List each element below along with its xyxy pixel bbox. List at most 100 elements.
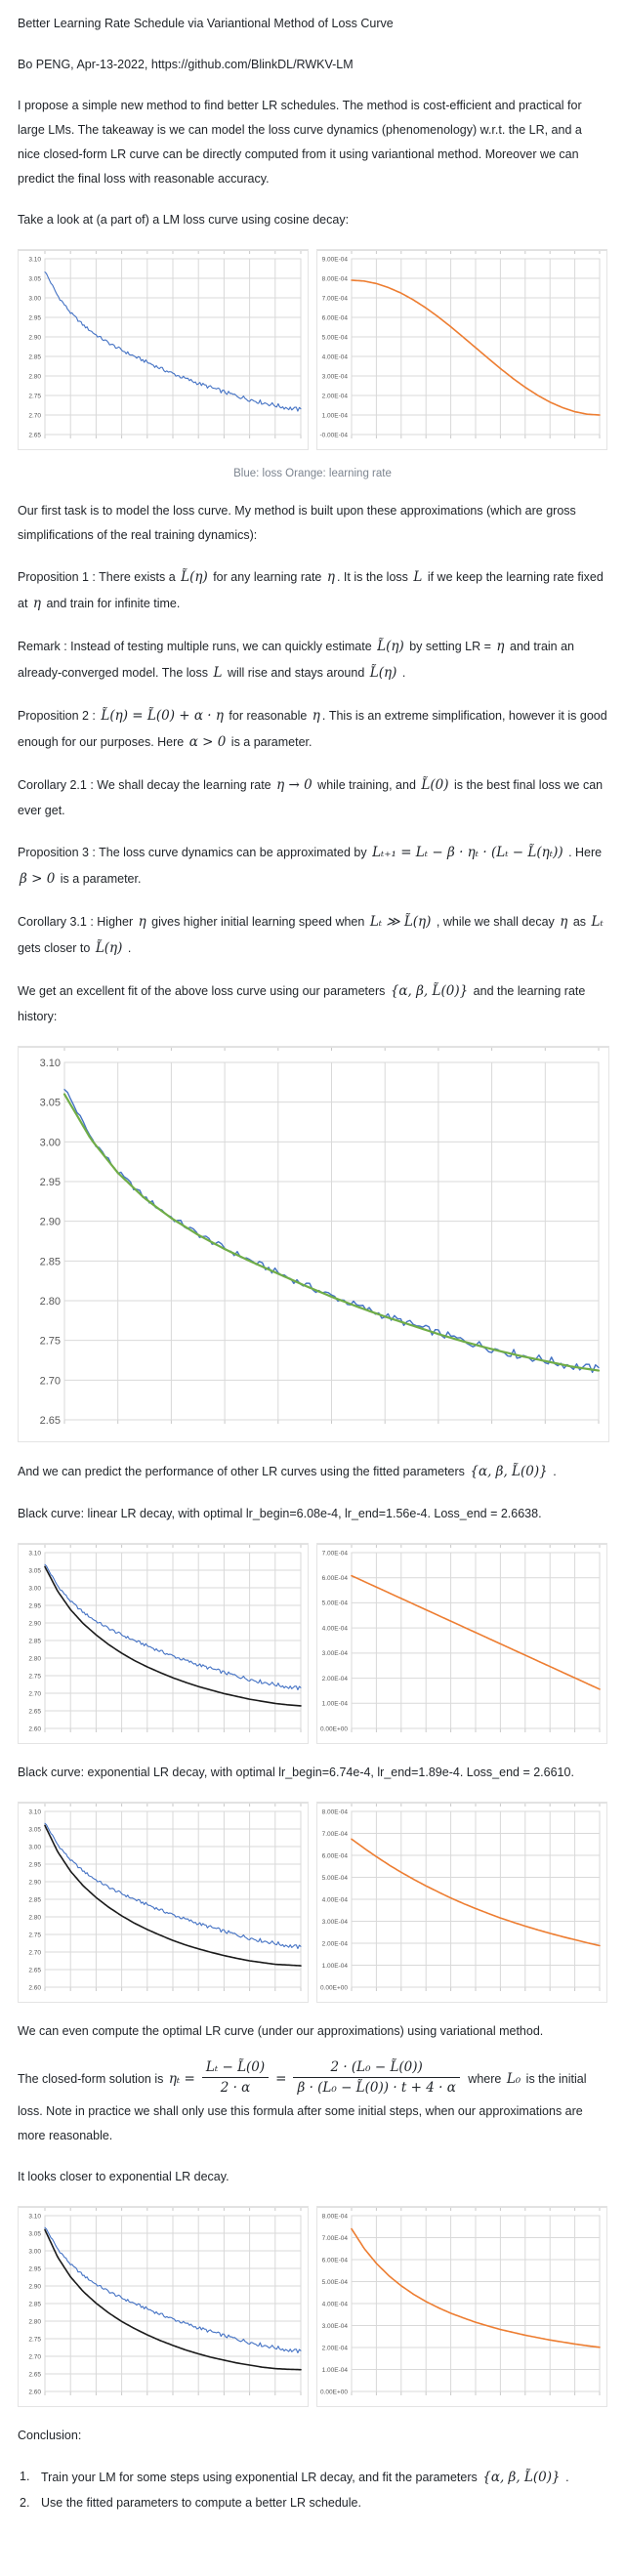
text-run: by setting LR = <box>405 640 495 654</box>
svg-text:0.00E+00: 0.00E+00 <box>320 1985 348 1992</box>
svg-text:6.00E-04: 6.00E-04 <box>322 314 349 321</box>
math-run: Lₜ ≫ L̃(η) <box>369 914 432 931</box>
svg-text:2.70: 2.70 <box>28 1950 41 1957</box>
paragraph-predict: And we can predict the performance of ot… <box>18 1459 607 1485</box>
text-run: Remark : Instead of testing multiple run… <box>18 640 376 654</box>
math-run: L̃(η) = L̃(0) + α · η <box>101 708 224 725</box>
math-run: L̃(η) <box>181 569 208 586</box>
paragraph-first-task: Our first task is to model the loss curv… <box>18 499 607 548</box>
math-run: {α, β, L̃(0)} <box>482 2469 561 2485</box>
svg-text:3.00: 3.00 <box>28 1845 41 1851</box>
svg-text:7.00E-04: 7.00E-04 <box>322 1831 349 1838</box>
paragraph-take-look: Take a look at (a part of) a LM loss cur… <box>18 208 607 232</box>
svg-text:7.00E-04: 7.00E-04 <box>322 2234 349 2241</box>
text-run: is a parameter. <box>57 872 142 887</box>
svg-text:1.00E-04: 1.00E-04 <box>322 1701 349 1708</box>
svg-text:2.75: 2.75 <box>28 2336 41 2343</box>
chart-canvas: 8.00E-04 7.00E-04 6.00E-04 5.00E-04 4.00E-04… <box>317 1803 606 1992</box>
list-content: Use the fitted parameters to compute a b… <box>41 2491 607 2515</box>
paragraph-closer-exponential: It looks closer to exponential LR decay. <box>18 2165 607 2189</box>
paragraph-black-exponential: Black curve: exponential LR decay, with … <box>18 1761 607 1785</box>
svg-text:1.00E-04: 1.00E-04 <box>322 1963 349 1970</box>
math-run: η <box>312 708 320 725</box>
chart-canvas: 3.10 3.05 3.00 2.95 2.90 2.85 2.80 2.75 2.70 2.65… <box>19 1803 308 1992</box>
text-run: Corollary 2.1 : We shall decay the learn… <box>18 778 275 793</box>
svg-text:2.70: 2.70 <box>28 2353 41 2360</box>
text-run: We get an excellent fit of the above los… <box>18 984 389 999</box>
text-run: Corollary 3.1 : Higher <box>18 915 137 930</box>
text-run: . Here <box>564 846 603 860</box>
text-run: . <box>124 941 132 956</box>
svg-text:2.70: 2.70 <box>28 412 41 419</box>
svg-text:0.00E+00: 0.00E+00 <box>320 2389 348 2395</box>
svg-text:2.85: 2.85 <box>28 1639 41 1645</box>
svg-text:2.95: 2.95 <box>28 2265 41 2272</box>
math-run: η <box>496 639 505 655</box>
text-run: gives higher initial learning speed when <box>147 915 368 930</box>
paragraph-proposition-3: Proposition 3 : The loss curve dynamics … <box>18 840 607 893</box>
svg-text:6.00E-04: 6.00E-04 <box>322 2257 349 2264</box>
svg-text:2.85: 2.85 <box>28 1897 41 1904</box>
svg-text:2.00E-04: 2.00E-04 <box>322 2345 349 2351</box>
svg-text:3.00: 3.00 <box>28 1586 41 1593</box>
fraction-numerator: Lₜ − L̃(0) <box>201 2058 270 2079</box>
svg-text:2.80: 2.80 <box>28 1656 41 1663</box>
math-run: Lₜ₊₁ = Lₜ − β · ηₜ · (Lₜ − L̃(ηₜ)) <box>372 845 563 861</box>
chart-fit-row: 3.10 3.05 3.00 2.95 2.90 2.85 2.80 2.75 2.70 2.65 <box>18 1046 609 1443</box>
paragraph-corollary-3-1: Corollary 3.1 : Higher η gives higher in… <box>18 909 607 962</box>
svg-text:3.05: 3.05 <box>28 1827 41 1834</box>
math-run: {α, β, L̃(0)} <box>470 1464 548 1480</box>
chart-lr-exponential: 8.00E-04 7.00E-04 6.00E-04 5.00E-04 4.00E-04… <box>316 1802 607 2004</box>
paragraph-fit-intro: We get an excellent fit of the above los… <box>18 978 607 1029</box>
svg-text:7.00E-04: 7.00E-04 <box>322 1551 349 1558</box>
math-run: L̃(η) <box>377 639 404 655</box>
math-run: L̃(0) <box>421 777 449 794</box>
list-item: 1. Train your LM for some steps using exp… <box>18 2465 607 2491</box>
svg-text:3.00E-04: 3.00E-04 <box>322 2322 349 2329</box>
svg-text:3.05: 3.05 <box>28 1568 41 1575</box>
math-run: η → 0 <box>276 777 312 794</box>
text-run: Black curve: linear LR decay, with optim… <box>18 1507 542 1521</box>
svg-text:2.95: 2.95 <box>28 314 41 321</box>
conclusion-list: 1. Train your LM for some steps using exp… <box>18 2465 607 2515</box>
text-run: Proposition 2 : <box>18 709 100 724</box>
text-run: Train your LM for some steps using expon… <box>41 2470 481 2484</box>
text-run: is the initial loss. Note in practice we… <box>18 2072 587 2142</box>
text-run: as <box>569 915 590 930</box>
text-run: We can even compute the optimal LR curve… <box>18 2024 544 2039</box>
svg-text:7.00E-04: 7.00E-04 <box>322 295 349 302</box>
text-run: will rise and stays around <box>224 666 368 681</box>
math-run: = <box>275 2071 287 2088</box>
math-run: β > 0 <box>20 871 56 888</box>
svg-text:3.05: 3.05 <box>28 2230 41 2237</box>
svg-text:2.90: 2.90 <box>28 1621 41 1628</box>
math-run: η <box>138 914 146 931</box>
svg-text:5.00E-04: 5.00E-04 <box>322 2278 349 2285</box>
text-run: . <box>398 666 406 681</box>
svg-text:8.00E-04: 8.00E-04 <box>322 1809 349 1816</box>
svg-text:2.95: 2.95 <box>28 1862 41 1869</box>
text-run: I propose a simple new method to find be… <box>18 99 582 186</box>
text-run: is a parameter. <box>228 735 312 750</box>
chart-lr-linear: 7.00E-04 6.00E-04 5.00E-04 4.00E-04 3.00E-04… <box>316 1543 607 1745</box>
svg-text:2.90: 2.90 <box>28 2283 41 2290</box>
chart-caption: Blue: loss Orange: learning rate <box>233 468 392 479</box>
text-run: Proposition 3 : The loss curve dynamics … <box>18 846 371 860</box>
chart-canvas: 9.00E-04 8.00E-04 7.00E-04 6.00E-04 5.00E-04… <box>317 250 606 438</box>
text-run: gets closer to <box>18 941 94 956</box>
text-run: Take a look at (a part of) a LM loss cur… <box>18 213 350 227</box>
svg-text:3.00: 3.00 <box>28 295 41 302</box>
math-run: L̃(η) <box>369 665 397 682</box>
byline: Bo PENG, Apr-13-2022, https://github.com… <box>18 58 354 71</box>
svg-text:5.00E-04: 5.00E-04 <box>322 1875 349 1882</box>
fraction-denominator: 2 · α <box>220 2080 251 2097</box>
svg-text:2.00E-04: 2.00E-04 <box>322 1941 349 1948</box>
svg-text:4.00E-04: 4.00E-04 <box>322 353 349 360</box>
text-run: Proposition 1 : There exists a <box>18 570 180 585</box>
svg-text:2.75: 2.75 <box>28 1674 41 1681</box>
svg-text:4.00E-04: 4.00E-04 <box>322 1897 349 1904</box>
svg-text:2.90: 2.90 <box>28 334 41 341</box>
svg-text:2.00E-04: 2.00E-04 <box>322 1676 349 1683</box>
text-run: for reasonable <box>225 709 311 724</box>
paragraph-corollary-2-1: Corollary 2.1 : We shall decay the learn… <box>18 772 607 823</box>
